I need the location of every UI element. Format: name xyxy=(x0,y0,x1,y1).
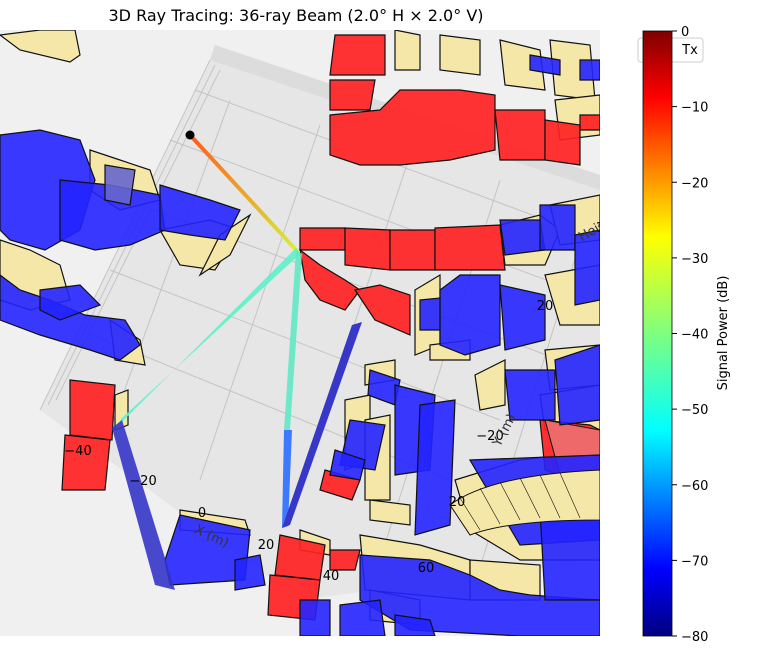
colorbar-tick-label: −50 xyxy=(681,403,708,418)
x-tick-label: −20 xyxy=(129,474,156,489)
x-tick-label: 40 xyxy=(323,569,340,584)
rays xyxy=(112,133,362,590)
ray-segment-6 xyxy=(112,420,175,590)
x-tick-label: 60 xyxy=(418,561,435,576)
colorbar-tick-label: −80 xyxy=(681,630,708,645)
z-tick-label: 30 xyxy=(596,221,613,236)
colorbar-tick-label: −70 xyxy=(681,554,708,569)
y-tick-label: −20 xyxy=(476,429,503,444)
colorbar-gradient xyxy=(642,30,673,637)
legend-entry-tx: Tx xyxy=(681,43,698,58)
dome-roof xyxy=(449,469,600,536)
colorbar-tick-label: −20 xyxy=(681,176,708,191)
tx-marker xyxy=(185,130,195,140)
x-tick-label: 20 xyxy=(258,538,275,553)
plot-3d: −40 −20 0 20 40 60 X (m) −20 20 Y (m) 20… xyxy=(0,30,613,636)
ray-segment-1 xyxy=(188,133,300,254)
ray-segment-5 xyxy=(282,322,362,528)
colorbar-tick-label: −10 xyxy=(681,101,708,116)
colorbar-tick-label: −30 xyxy=(681,252,708,267)
colorbar-tick-label: 0 xyxy=(681,25,689,40)
colorbar-tick-label: −60 xyxy=(681,479,708,494)
buildings-blue xyxy=(0,54,600,636)
x-tick-label: 0 xyxy=(198,506,206,521)
ray-segment-4 xyxy=(282,430,292,528)
x-tick-label: −40 xyxy=(64,444,91,459)
ray-segment-3 xyxy=(284,250,302,430)
colorbar-ticks: 0 −10 −20 −30 −40 −50 −60 −70 −80 xyxy=(672,25,708,645)
z-tick-label: 20 xyxy=(537,299,554,314)
y-tick-label: 20 xyxy=(449,495,466,510)
chart-title: 3D Ray Tracing: 36-ray Beam (2.0° H × 2.… xyxy=(109,6,484,25)
ray-segment-2 xyxy=(114,248,300,430)
colorbar-label: Signal Power (dB) xyxy=(716,276,731,391)
colorbar: 0 −10 −20 −30 −40 −50 −60 −70 −80 Signal Power (… xyxy=(642,25,731,645)
colorbar-tick-label: −40 xyxy=(681,328,708,343)
dome-ribs xyxy=(459,472,581,531)
